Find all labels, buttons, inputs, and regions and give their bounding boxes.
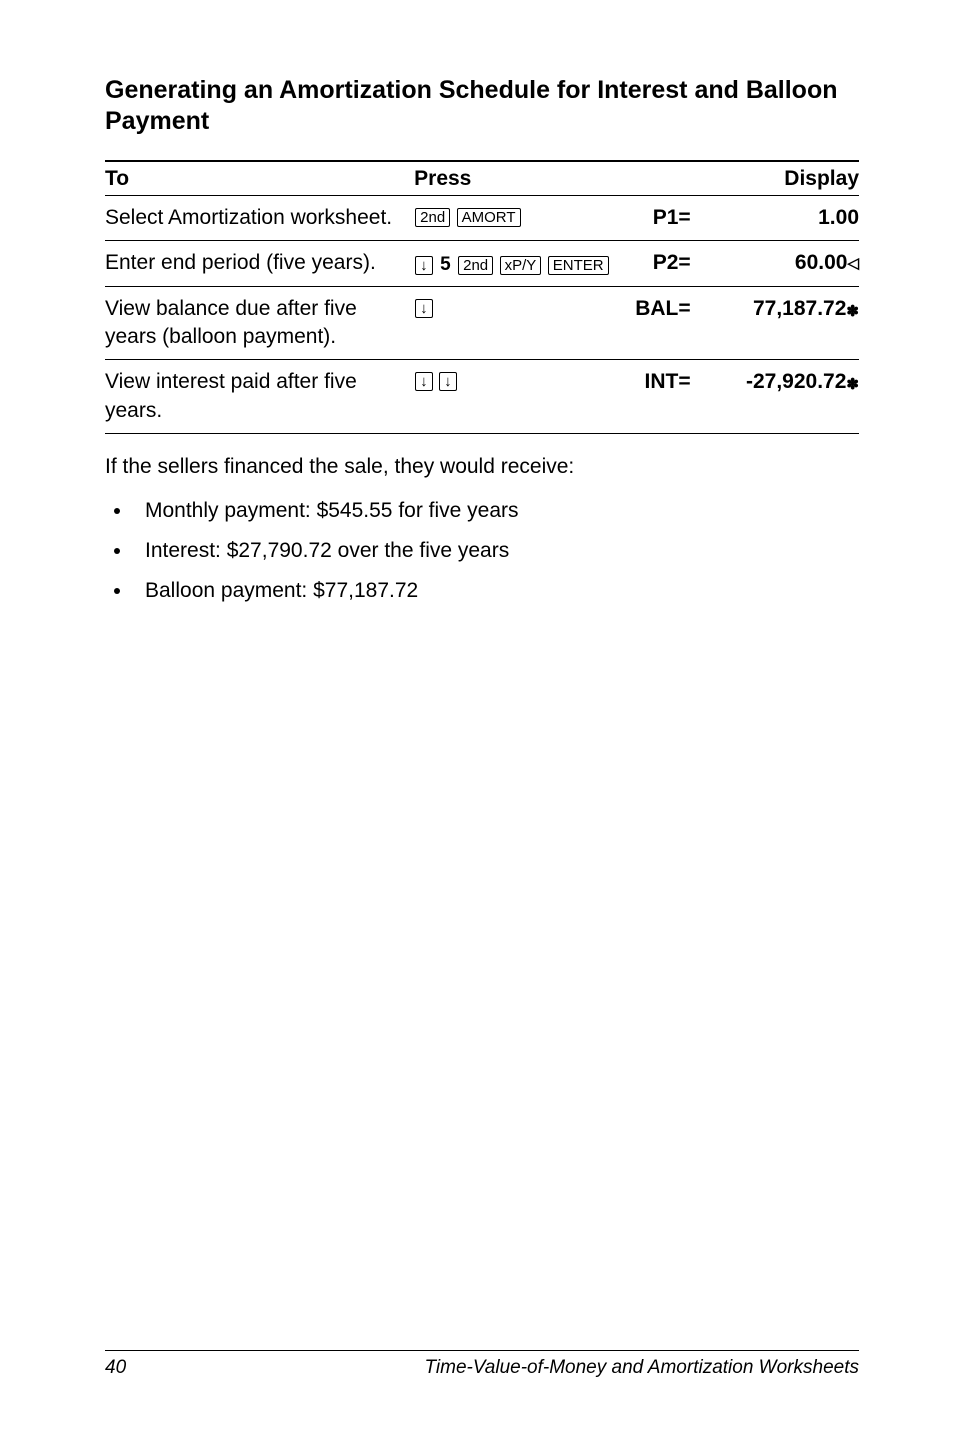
list-item: Balloon payment: $77,187.72: [133, 571, 859, 611]
down-arrow-key-icon: ↓: [415, 299, 433, 318]
list-item: Monthly payment: $545.55 for five years: [133, 491, 859, 531]
page: Generating an Amortization Schedule for …: [0, 0, 954, 1449]
col-header-display: Display: [701, 161, 859, 196]
down-arrow-key-icon: ↓: [439, 372, 457, 391]
result-label: P2=: [625, 240, 700, 286]
digit-key: 5: [440, 253, 451, 278]
press-cell: 2nd AMORT: [414, 195, 625, 240]
footer-text: Time-Value-of-Money and Amortization Wor…: [424, 1357, 859, 1379]
press-cell: ↓: [414, 286, 625, 360]
section-heading: Generating an Amortization Schedule for …: [105, 75, 859, 138]
result-value: 77,187.72✽: [701, 286, 859, 360]
page-number: 40: [105, 1357, 126, 1379]
table-row: Select Amortization worksheet.2nd AMORT …: [105, 195, 859, 240]
amortization-table: To Press Display Select Amortization wor…: [105, 160, 859, 434]
key-2nd: 2nd: [458, 256, 493, 275]
result-label: INT=: [625, 360, 700, 434]
key-amort: AMORT: [457, 208, 521, 227]
page-footer: 40 Time-Value-of-Money and Amortization …: [105, 1350, 859, 1379]
col-header-to: To: [105, 161, 414, 196]
result-label: BAL=: [625, 286, 700, 360]
result-label: P1=: [625, 195, 700, 240]
table-row: Enter end period (five years).↓ 5 2nd xP…: [105, 240, 859, 286]
to-cell: Enter end period (five years).: [105, 240, 414, 286]
key-enter: ENTER: [548, 256, 609, 275]
press-cell: ↓ 5 2nd xP/Y ENTER: [414, 240, 625, 286]
table-header-row: To Press Display: [105, 161, 859, 196]
down-arrow-key-icon: ↓: [415, 256, 433, 275]
press-cell: ↓ ↓: [414, 360, 625, 434]
list-item: Interest: $27,790.72 over the five years: [133, 531, 859, 571]
to-cell: View balance due after five years (ballo…: [105, 286, 414, 360]
result-value: 60.00◁: [701, 240, 859, 286]
entered-indicator-icon: ◁: [847, 255, 859, 272]
computed-indicator-icon: ✽: [846, 376, 859, 393]
table-body: Select Amortization worksheet.2nd AMORT …: [105, 195, 859, 433]
intro-text: If the sellers financed the sale, they w…: [105, 452, 859, 481]
results-list: Monthly payment: $545.55 for five yearsI…: [105, 491, 859, 611]
table-row: View balance due after five years (ballo…: [105, 286, 859, 360]
key-2nd: 2nd: [415, 208, 450, 227]
down-arrow-key-icon: ↓: [415, 372, 433, 391]
key-xpy: xP/Y: [500, 256, 542, 275]
col-header-label: [625, 161, 700, 196]
result-value: 1.00: [701, 195, 859, 240]
to-cell: Select Amortization worksheet.: [105, 195, 414, 240]
col-header-press: Press: [414, 161, 625, 196]
result-value: -27,920.72✽: [701, 360, 859, 434]
to-cell: View interest paid after five years.: [105, 360, 414, 434]
table-row: View interest paid after five years.↓ ↓ …: [105, 360, 859, 434]
computed-indicator-icon: ✽: [846, 303, 859, 320]
